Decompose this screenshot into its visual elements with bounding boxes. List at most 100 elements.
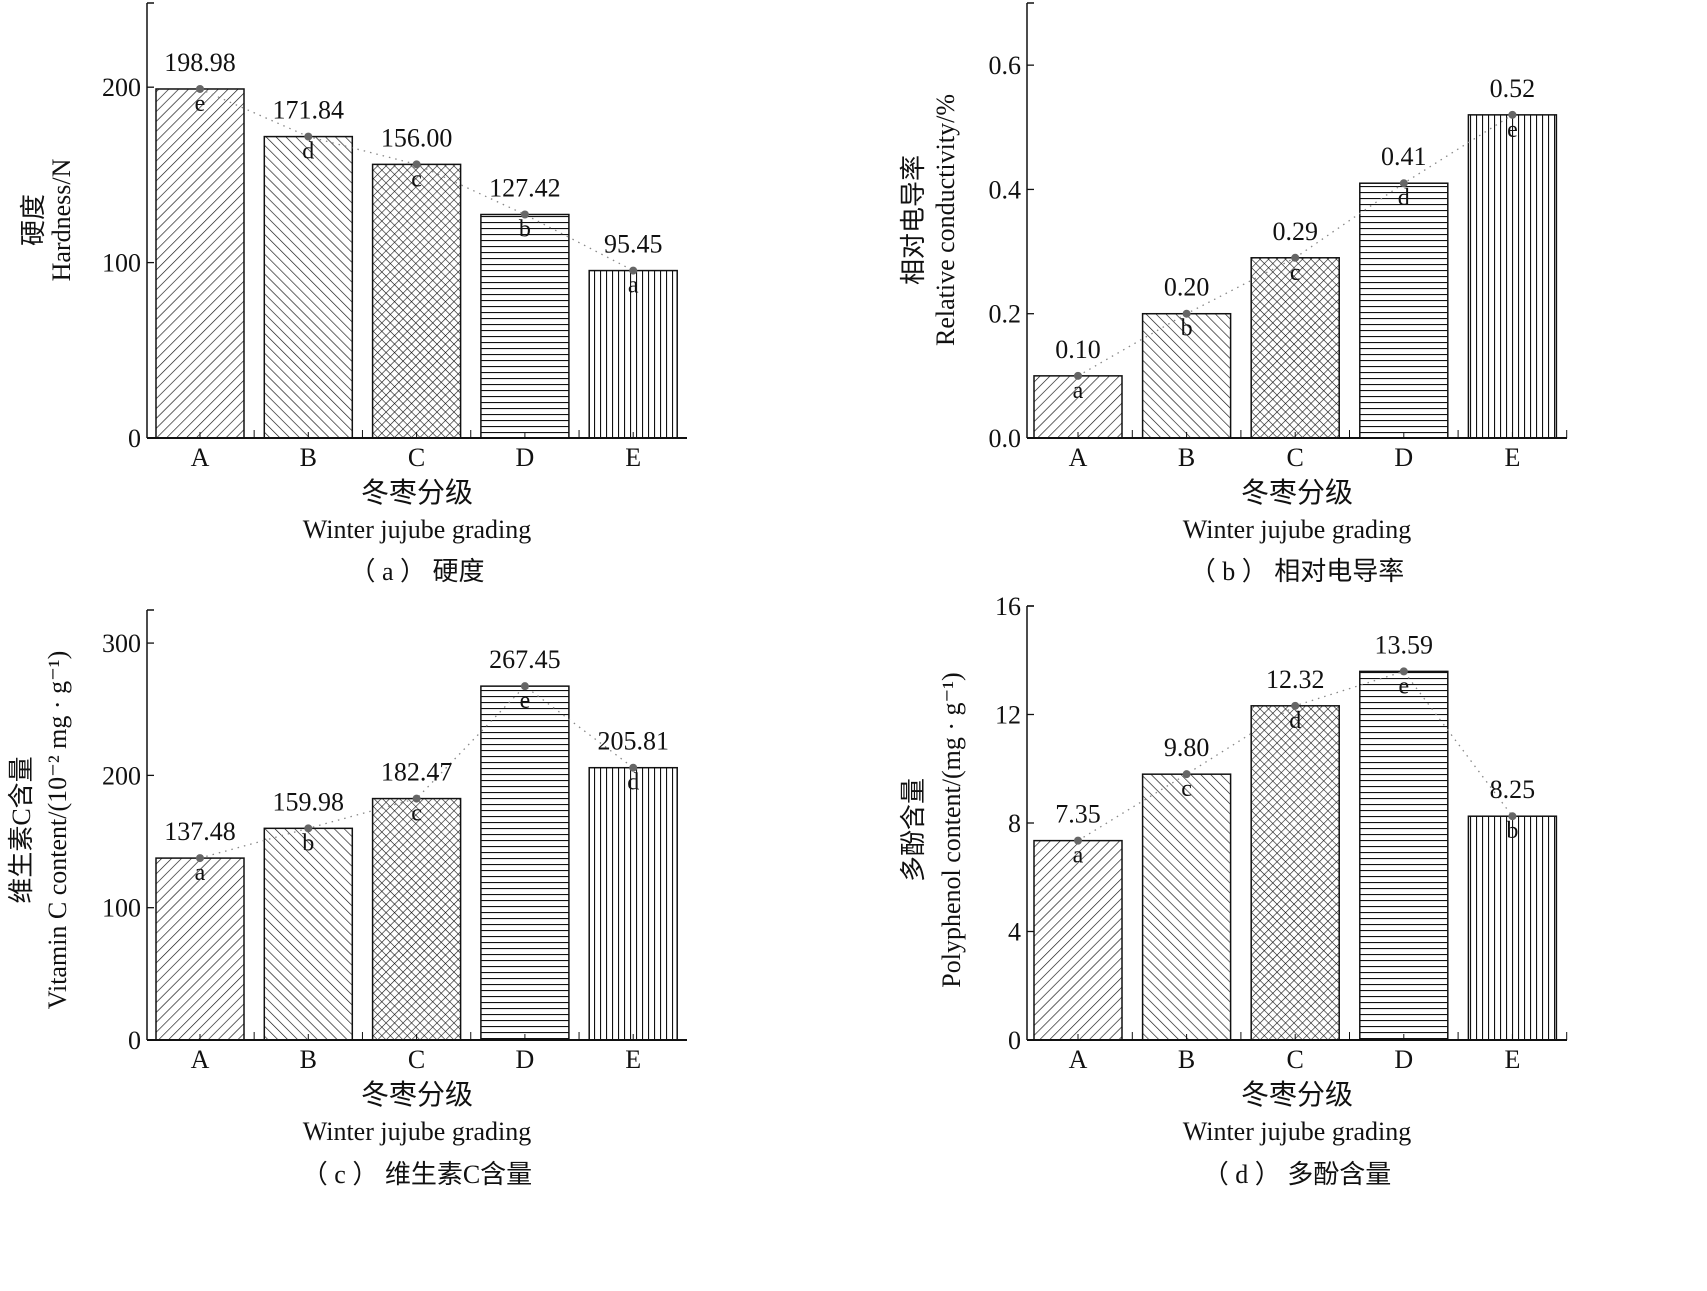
- y-tick-label: 300: [102, 629, 141, 658]
- significance-letter: b: [1181, 316, 1193, 342]
- significance-letter: e: [1398, 673, 1409, 699]
- x-tick-label: D: [516, 443, 535, 472]
- bar-E: [588, 269, 678, 439]
- x-title-en-c: Winter jujube grading: [303, 1117, 532, 1146]
- bar-B: [263, 135, 354, 439]
- caption-a: （ a ） 硬度: [349, 557, 484, 586]
- significance-letter: c: [1290, 260, 1301, 286]
- significance-letter: e: [520, 688, 531, 714]
- significance-letter: a: [195, 860, 206, 886]
- x-tick-label: C: [408, 443, 425, 472]
- point-marker: [304, 824, 313, 833]
- y-tick-label: 0: [128, 1026, 141, 1055]
- bar-C: [371, 163, 462, 439]
- x-title-en-d: Winter jujube grading: [1183, 1117, 1412, 1146]
- y-tick-label: 0: [128, 424, 141, 453]
- point-marker: [1074, 836, 1082, 845]
- significance-letter: d: [627, 770, 639, 796]
- data-label: 7.35: [1055, 800, 1101, 829]
- point-marker: [1399, 667, 1408, 676]
- data-label: 0.20: [1164, 273, 1210, 302]
- y-tick-label: 8: [1008, 809, 1021, 838]
- data-label: 171.84: [273, 96, 345, 125]
- data-label: 0.41: [1381, 142, 1427, 171]
- x-title-cn-d: 冬枣分级: [1241, 1079, 1353, 1111]
- y-tick-label: 12: [995, 701, 1021, 730]
- point-marker: [1074, 371, 1082, 380]
- x-tick-label: A: [1069, 443, 1088, 472]
- x-tick-label: D: [516, 1045, 535, 1074]
- panel-c: （ c ） 维生素C含量 维生素C含量 Vitamin C content/(1…: [7, 609, 687, 1189]
- y-tick-label: 0.4: [989, 175, 1022, 204]
- panel-a: （ a ） 硬度 硬度 Hardness/N 冬枣分级 Winter jujub…: [19, 2, 687, 586]
- point-marker: [629, 266, 638, 275]
- data-label: 0.29: [1272, 217, 1318, 246]
- y-tick-label: 0.0: [989, 424, 1022, 453]
- y-tick-label: 0.2: [989, 300, 1022, 329]
- bar-D: [480, 213, 570, 439]
- point-marker: [412, 160, 421, 169]
- y-tick-label: 200: [102, 761, 141, 790]
- data-label: 159.98: [273, 787, 345, 816]
- significance-letter: e: [1507, 117, 1518, 143]
- caption-c: （ c ） 维生素C含量: [302, 1160, 532, 1189]
- x-tick-label: B: [1178, 1045, 1195, 1074]
- data-label: 205.81: [597, 727, 669, 756]
- x-tick-label: D: [1394, 1045, 1413, 1074]
- significance-letter: c: [1181, 776, 1192, 802]
- significance-letter: c: [411, 166, 422, 192]
- y-tick-label: 0: [1008, 1026, 1021, 1055]
- point-marker: [1508, 812, 1517, 821]
- bar-A: [155, 88, 245, 439]
- bar-E: [1467, 815, 1558, 1041]
- trend-line: [1077, 670, 1513, 842]
- significance-letter: d: [1398, 185, 1410, 211]
- x-title-en-a: Winter jujube grading: [303, 515, 532, 544]
- point-marker: [412, 794, 421, 803]
- x-tick-label: E: [1504, 1045, 1520, 1074]
- x-tick-label: A: [191, 443, 210, 472]
- y-tick-label: 16: [995, 592, 1021, 621]
- x-title-cn-b: 冬枣分级: [1241, 477, 1353, 509]
- caption-b: （ b ） 相对电导率: [1190, 557, 1405, 586]
- x-tick-label: C: [408, 1045, 425, 1074]
- point-marker: [520, 210, 529, 219]
- bar-A: [1033, 839, 1123, 1041]
- data-label: 267.45: [489, 645, 561, 674]
- x-title-cn-a: 冬枣分级: [361, 477, 473, 509]
- bar-D: [480, 685, 570, 1041]
- bar-E: [1467, 114, 1558, 439]
- data-label: 182.47: [381, 758, 453, 787]
- x-tick-label: C: [1287, 443, 1304, 472]
- y-tick-label: 100: [102, 249, 141, 278]
- point-marker: [196, 84, 204, 93]
- bar-C: [1250, 705, 1340, 1041]
- x-tick-label: C: [1287, 1045, 1304, 1074]
- y-title-en-b: Relative conductivity/%: [931, 94, 960, 346]
- data-label: 9.80: [1164, 733, 1210, 762]
- point-marker: [1291, 701, 1300, 710]
- caption-d: （ d ） 多酚含量: [1203, 1160, 1392, 1189]
- trend-line: [199, 88, 634, 272]
- point-marker: [520, 682, 529, 691]
- data-label: 0.52: [1490, 74, 1536, 103]
- significance-letter: d: [302, 139, 314, 165]
- y-title-en-c: Vitamin C content/(10⁻² mg · g⁻¹): [43, 651, 72, 1009]
- x-tick-label: A: [191, 1045, 210, 1074]
- y-title-cn-a: 硬度: [19, 194, 48, 246]
- point-marker: [1182, 309, 1191, 318]
- bar-C: [371, 797, 462, 1041]
- significance-letter: b: [519, 217, 531, 243]
- x-tick-label: A: [1069, 1045, 1088, 1074]
- point-marker: [1182, 770, 1191, 779]
- data-label: 13.59: [1375, 630, 1434, 659]
- data-label: 137.48: [164, 817, 236, 846]
- x-tick-label: B: [300, 443, 317, 472]
- significance-letter: e: [195, 91, 206, 117]
- y-tick-label: 200: [102, 73, 141, 102]
- y-tick-label: 4: [1008, 918, 1021, 947]
- bar-B: [1141, 773, 1232, 1041]
- x-tick-label: B: [300, 1045, 317, 1074]
- bar-D: [1359, 182, 1449, 439]
- x-title-en-b: Winter jujube grading: [1183, 515, 1412, 544]
